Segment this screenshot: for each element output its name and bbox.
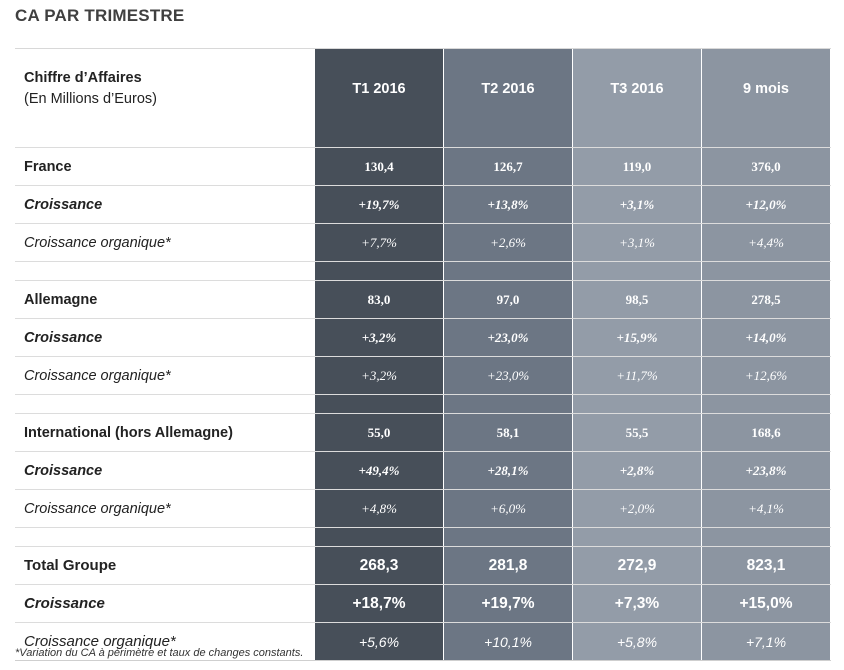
cell-t2: 281,8 [443, 547, 572, 584]
cell-9mois: 376,0 [701, 148, 830, 185]
cell-t2: +23,0% [443, 357, 572, 394]
table-bottom-border [15, 660, 831, 661]
cell-t3: 98,5 [572, 281, 701, 318]
row-label: Croissance [24, 595, 105, 612]
table-row-total-groupe: Total Groupe 268,3 281,8 272,9 823,1 [15, 546, 831, 584]
header-label-unit: (En Millions d’Euros) [24, 91, 157, 107]
cell-t3: +7,3% [572, 585, 701, 622]
cell-t3: +11,7% [572, 357, 701, 394]
table-row-france-croissance: Croissance +19,7% +13,8% +3,1% +12,0% [15, 185, 831, 223]
row-label: International (hors Allemagne) [24, 424, 233, 441]
cell-t3: 55,5 [572, 414, 701, 451]
cell-t2: +23,0% [443, 319, 572, 356]
footnote: *Variation du CA à périmètre et taux de … [15, 647, 304, 659]
cell-9mois: 823,1 [701, 547, 830, 584]
cell-t1: +19,7% [314, 186, 443, 223]
page-title: CA PAR TRIMESTRE [15, 6, 185, 25]
cell-t1: +18,7% [314, 585, 443, 622]
cell-t3: +3,1% [572, 186, 701, 223]
row-label: Allemagne [24, 291, 98, 308]
column-header-t1: T1 2016 [314, 49, 443, 129]
table-header-row: Chiffre d’Affaires (En Millions d’Euros)… [15, 48, 831, 129]
cell-9mois: +4,4% [701, 224, 830, 261]
cell-t3: 119,0 [572, 148, 701, 185]
cell-t1: +4,8% [314, 490, 443, 527]
cell-t3: +3,1% [572, 224, 701, 261]
column-header-t2: T2 2016 [443, 49, 572, 129]
row-label: Croissance organique* [24, 500, 171, 517]
cell-9mois: 168,6 [701, 414, 830, 451]
cell-t1: +3,2% [314, 357, 443, 394]
cell-t2: 126,7 [443, 148, 572, 185]
table-row-france-organique: Croissance organique* +7,7% +2,6% +3,1% … [15, 223, 831, 261]
table-row-allemagne: Allemagne 83,0 97,0 98,5 278,5 [15, 280, 831, 318]
row-label: France [24, 158, 72, 175]
cell-9mois: +7,1% [701, 623, 830, 660]
cell-t3: +2,0% [572, 490, 701, 527]
table-row-allemagne-organique: Croissance organique* +3,2% +23,0% +11,7… [15, 356, 831, 394]
cell-t3: +15,9% [572, 319, 701, 356]
table-row-total-organique: Croissance organique* +5,6% +10,1% +5,8%… [15, 622, 831, 660]
section-spacer [15, 527, 831, 546]
section-spacer [15, 129, 831, 147]
table-row-international: International (hors Allemagne) 55,0 58,1… [15, 413, 831, 451]
cell-t3: 272,9 [572, 547, 701, 584]
cell-9mois: +4,1% [701, 490, 830, 527]
cell-9mois: +14,0% [701, 319, 830, 356]
row-label: Croissance [24, 329, 103, 346]
section-spacer [15, 394, 831, 413]
cell-t2: 97,0 [443, 281, 572, 318]
table-row-france: France 130,4 126,7 119,0 376,0 [15, 147, 831, 185]
cell-9mois: +12,6% [701, 357, 830, 394]
cell-t2: 58,1 [443, 414, 572, 451]
table-row-international-croissance: Croissance +49,4% +28,1% +2,8% +23,8% [15, 451, 831, 489]
cell-t1: +49,4% [314, 452, 443, 489]
cell-t1: 130,4 [314, 148, 443, 185]
cell-t1: +3,2% [314, 319, 443, 356]
cell-t1: 268,3 [314, 547, 443, 584]
header-label-title: Chiffre d’Affaires [24, 70, 142, 86]
header-label-cell: Chiffre d’Affaires (En Millions d’Euros) [15, 49, 314, 129]
row-label: Croissance [24, 462, 103, 479]
section-spacer [15, 261, 831, 280]
cell-t1: +5,6% [314, 623, 443, 660]
cell-t3: +2,8% [572, 452, 701, 489]
revenue-table: Chiffre d’Affaires (En Millions d’Euros)… [15, 48, 831, 661]
column-header-9mois: 9 mois [701, 49, 830, 129]
cell-t1: 83,0 [314, 281, 443, 318]
cell-9mois: +12,0% [701, 186, 830, 223]
cell-9mois: +15,0% [701, 585, 830, 622]
cell-t2: +6,0% [443, 490, 572, 527]
cell-t3: +5,8% [572, 623, 701, 660]
cell-t2: +28,1% [443, 452, 572, 489]
cell-t2: +10,1% [443, 623, 572, 660]
column-header-t3: T3 2016 [572, 49, 701, 129]
row-label: Croissance organique* [24, 234, 171, 251]
row-label: Croissance [24, 196, 103, 213]
table-row-allemagne-croissance: Croissance +3,2% +23,0% +15,9% +14,0% [15, 318, 831, 356]
cell-t1: +7,7% [314, 224, 443, 261]
cell-t1: 55,0 [314, 414, 443, 451]
row-label: Croissance organique* [24, 367, 171, 384]
table-row-international-organique: Croissance organique* +4,8% +6,0% +2,0% … [15, 489, 831, 527]
table-row-total-croissance: Croissance +18,7% +19,7% +7,3% +15,0% [15, 584, 831, 622]
cell-t2: +19,7% [443, 585, 572, 622]
cell-9mois: +23,8% [701, 452, 830, 489]
cell-9mois: 278,5 [701, 281, 830, 318]
row-label: Total Groupe [24, 557, 117, 574]
cell-t2: +2,6% [443, 224, 572, 261]
cell-t2: +13,8% [443, 186, 572, 223]
row-label: Croissance organique* [24, 633, 176, 650]
